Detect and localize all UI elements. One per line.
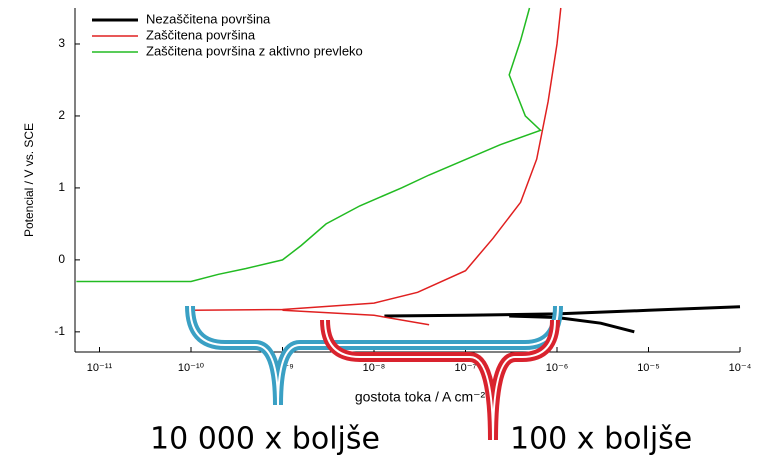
- x-tick-label: 10⁻⁶: [546, 362, 569, 374]
- y-tick-label: 1: [58, 180, 65, 194]
- y-tick-label: 3: [58, 36, 65, 50]
- annotation: 100 x boljše: [510, 422, 692, 457]
- x-tick-label: 10⁻¹⁰: [178, 362, 205, 374]
- page: {"chart_data": {"type": "line", "x_label…: [0, 0, 757, 461]
- x-tick-label: 10⁻¹¹: [87, 362, 113, 374]
- x-axis-label: gostota toka / A cm⁻²: [355, 389, 486, 405]
- x-tick-label: 10⁻⁸: [363, 362, 386, 374]
- legend-label: Nezaščitena površina: [146, 11, 271, 26]
- legend-label: Zaščitena površina z aktivno prevleko: [146, 43, 363, 58]
- legend-label: Zaščitena površina: [146, 27, 256, 42]
- y-tick-label: 0: [58, 252, 65, 266]
- y-axis-label: Potencial / V vs. SCE: [22, 123, 36, 237]
- x-tick-label: 10⁻⁵: [637, 362, 660, 374]
- chart: -1012310⁻¹¹10⁻¹⁰10⁻⁹10⁻⁸10⁻⁷10⁻⁶10⁻⁵10⁻⁴…: [0, 0, 757, 461]
- y-tick-label: 2: [58, 108, 65, 122]
- x-tick-label: 10⁻⁷: [454, 362, 476, 374]
- x-tick-label: 10⁻⁴: [729, 362, 752, 374]
- annotation: 10 000 x boljše: [150, 422, 380, 457]
- y-tick-label: -1: [54, 324, 65, 338]
